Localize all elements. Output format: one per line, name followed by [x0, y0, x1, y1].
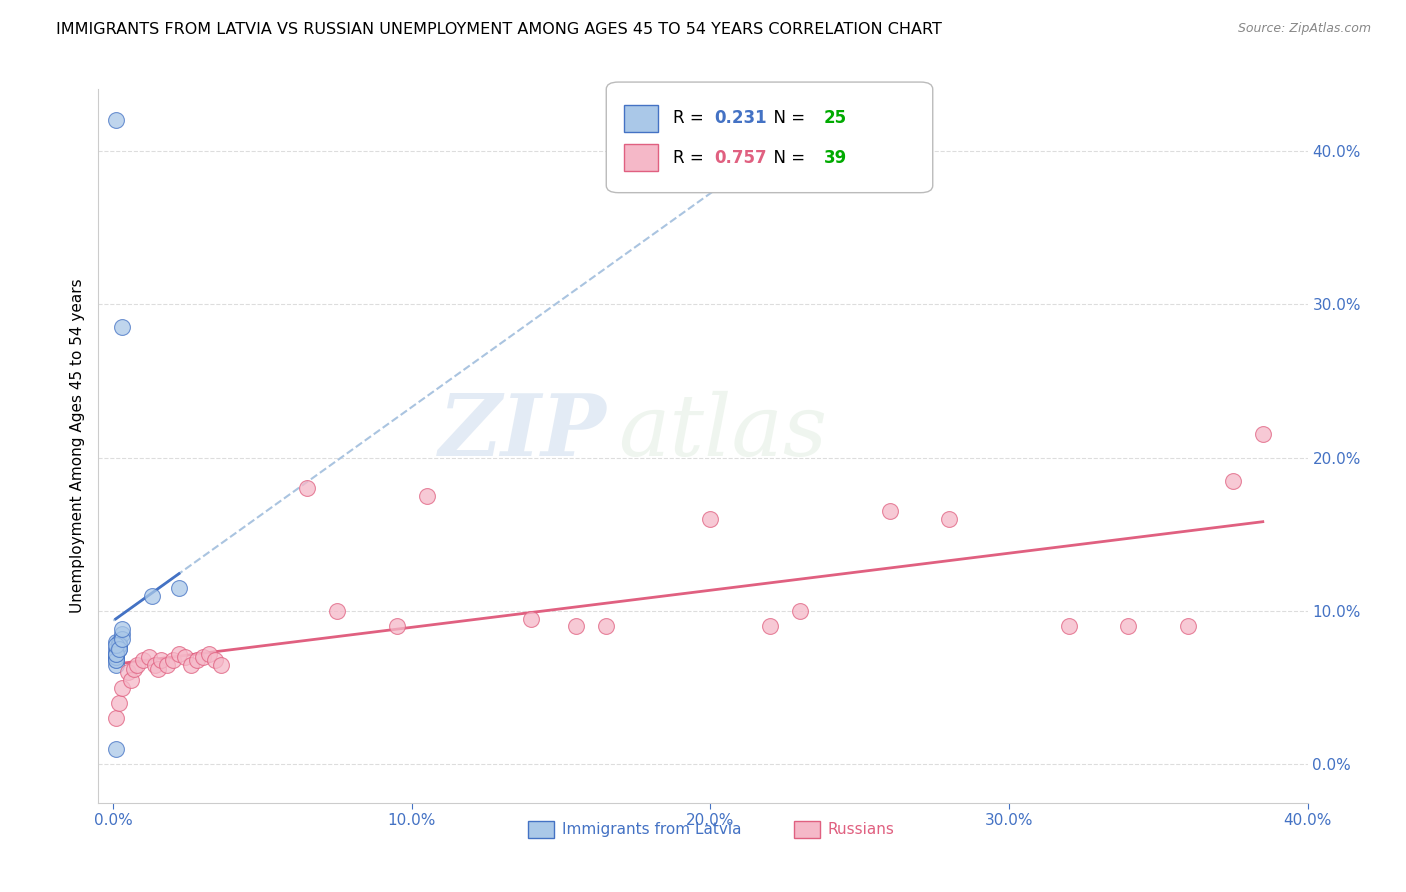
Point	[111, 632, 134, 646]
Point	[127, 657, 149, 672]
Point	[105, 634, 128, 648]
Point	[111, 623, 134, 637]
Point	[122, 662, 145, 676]
Point	[120, 673, 142, 687]
Point	[416, 489, 439, 503]
Point	[105, 647, 128, 661]
Point	[204, 653, 226, 667]
Point	[699, 512, 721, 526]
Point	[138, 650, 160, 665]
Point	[105, 112, 128, 127]
Point	[520, 612, 543, 626]
Text: 25: 25	[824, 110, 846, 128]
FancyBboxPatch shape	[527, 821, 554, 838]
Point	[111, 320, 134, 334]
Point	[167, 647, 190, 661]
Point	[789, 604, 811, 618]
Point	[105, 653, 128, 667]
Point	[141, 589, 163, 603]
Point	[105, 650, 128, 665]
Point	[1222, 474, 1244, 488]
Point	[180, 657, 202, 672]
FancyBboxPatch shape	[624, 145, 658, 171]
Point	[108, 642, 131, 657]
Text: R =: R =	[673, 149, 709, 167]
Text: Immigrants from Latvia: Immigrants from Latvia	[561, 822, 741, 837]
Point	[879, 504, 901, 518]
Point	[186, 653, 208, 667]
Point	[1177, 619, 1199, 633]
Text: 39: 39	[824, 149, 848, 167]
FancyBboxPatch shape	[606, 82, 932, 193]
Point	[108, 638, 131, 652]
Text: Source: ZipAtlas.com: Source: ZipAtlas.com	[1237, 22, 1371, 36]
Point	[108, 638, 131, 652]
Point	[105, 650, 128, 665]
Point	[105, 642, 128, 657]
Point	[105, 653, 128, 667]
Point	[326, 604, 349, 618]
Point	[108, 696, 131, 710]
Point	[156, 657, 179, 672]
Text: IMMIGRANTS FROM LATVIA VS RUSSIAN UNEMPLOYMENT AMONG AGES 45 TO 54 YEARS CORRELA: IMMIGRANTS FROM LATVIA VS RUSSIAN UNEMPL…	[56, 22, 942, 37]
Point	[105, 647, 128, 661]
FancyBboxPatch shape	[793, 821, 820, 838]
Point	[150, 653, 173, 667]
Point	[198, 647, 221, 661]
Point	[1251, 427, 1274, 442]
Point	[385, 619, 408, 633]
Point	[146, 662, 169, 676]
Point	[162, 653, 184, 667]
Text: N =: N =	[763, 110, 811, 128]
Point	[111, 627, 134, 641]
Point	[143, 657, 166, 672]
Text: ZIP: ZIP	[439, 390, 606, 474]
Point	[191, 650, 214, 665]
Point	[117, 665, 139, 680]
Point	[105, 647, 128, 661]
Text: 0.231: 0.231	[714, 110, 766, 128]
Point	[111, 681, 134, 695]
Point	[105, 711, 128, 725]
Text: R =: R =	[673, 110, 709, 128]
FancyBboxPatch shape	[624, 105, 658, 132]
Y-axis label: Unemployment Among Ages 45 to 54 years: Unemployment Among Ages 45 to 54 years	[69, 278, 84, 614]
Point	[108, 634, 131, 648]
Point	[565, 619, 588, 633]
Point	[759, 619, 782, 633]
Point	[297, 481, 319, 495]
Point	[105, 638, 128, 652]
Point	[105, 657, 128, 672]
Point	[104, 742, 127, 756]
Point	[108, 642, 131, 657]
Point	[105, 650, 128, 665]
Point	[132, 653, 155, 667]
Point	[167, 581, 190, 595]
Point	[209, 657, 232, 672]
Point	[1118, 619, 1140, 633]
Text: Russians: Russians	[828, 822, 894, 837]
Text: 0.757: 0.757	[714, 149, 766, 167]
Text: N =: N =	[763, 149, 811, 167]
Text: atlas: atlas	[619, 391, 828, 473]
Point	[1057, 619, 1080, 633]
Point	[595, 619, 617, 633]
Point	[174, 650, 197, 665]
Point	[938, 512, 960, 526]
